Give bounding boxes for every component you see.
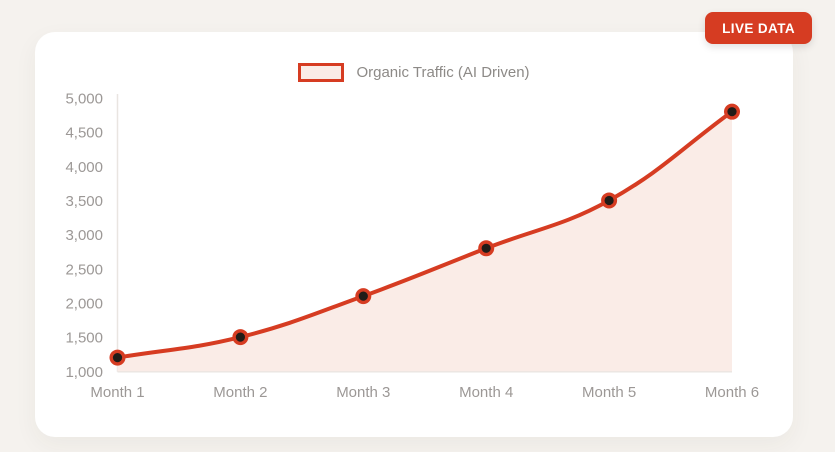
traffic-area-fill: [117, 111, 732, 372]
data-point-center-month-2: [235, 332, 245, 342]
data-point-center-month-1: [112, 352, 123, 363]
chart-card: Organic Traffic (AI Driven) 1,000 1,500 2,…: [35, 32, 793, 437]
y-axis-tick-label: 2,500: [65, 261, 103, 278]
organic-traffic-chart: 1,000 1,500 2,000 2,500 3,000 3,500 4,000 4,500…: [65, 91, 759, 402]
y-axis-tick-label: 1,500: [65, 330, 103, 347]
x-axis-tick-label: Month 1: [90, 384, 144, 401]
data-point-center-month-4: [481, 243, 491, 253]
y-axis-tick-label: 3,500: [65, 193, 103, 210]
y-axis-tick-label: 4,000: [65, 159, 103, 176]
live-data-badge: LIVE DATA: [705, 12, 812, 44]
legend-label: Organic Traffic (AI Driven): [356, 64, 530, 81]
x-axis-tick-label: Month 6: [705, 384, 759, 401]
x-axis-tick-label: Month 2: [213, 384, 267, 401]
x-axis-tick-label: Month 5: [582, 384, 636, 401]
chart-legend[interactable]: Organic Traffic (AI Driven): [35, 63, 793, 82]
data-point-center-month-6: [727, 107, 737, 117]
y-axis-tick-label: 3,000: [65, 227, 103, 244]
x-axis-tick-label: Month 4: [459, 384, 513, 401]
x-axis-tick-label: Month 3: [336, 384, 390, 401]
legend-swatch: [298, 63, 345, 82]
y-axis-tick-label: 2,000: [65, 295, 103, 312]
y-axis-tick-label: 1,000: [65, 364, 103, 381]
y-axis-tick-label: 5,000: [65, 91, 103, 108]
traffic-line: [115, 109, 734, 360]
y-axis-tick-label: 4,500: [65, 125, 103, 142]
data-point-center-month-5: [604, 195, 614, 206]
data-point-center-month-3: [358, 291, 368, 301]
